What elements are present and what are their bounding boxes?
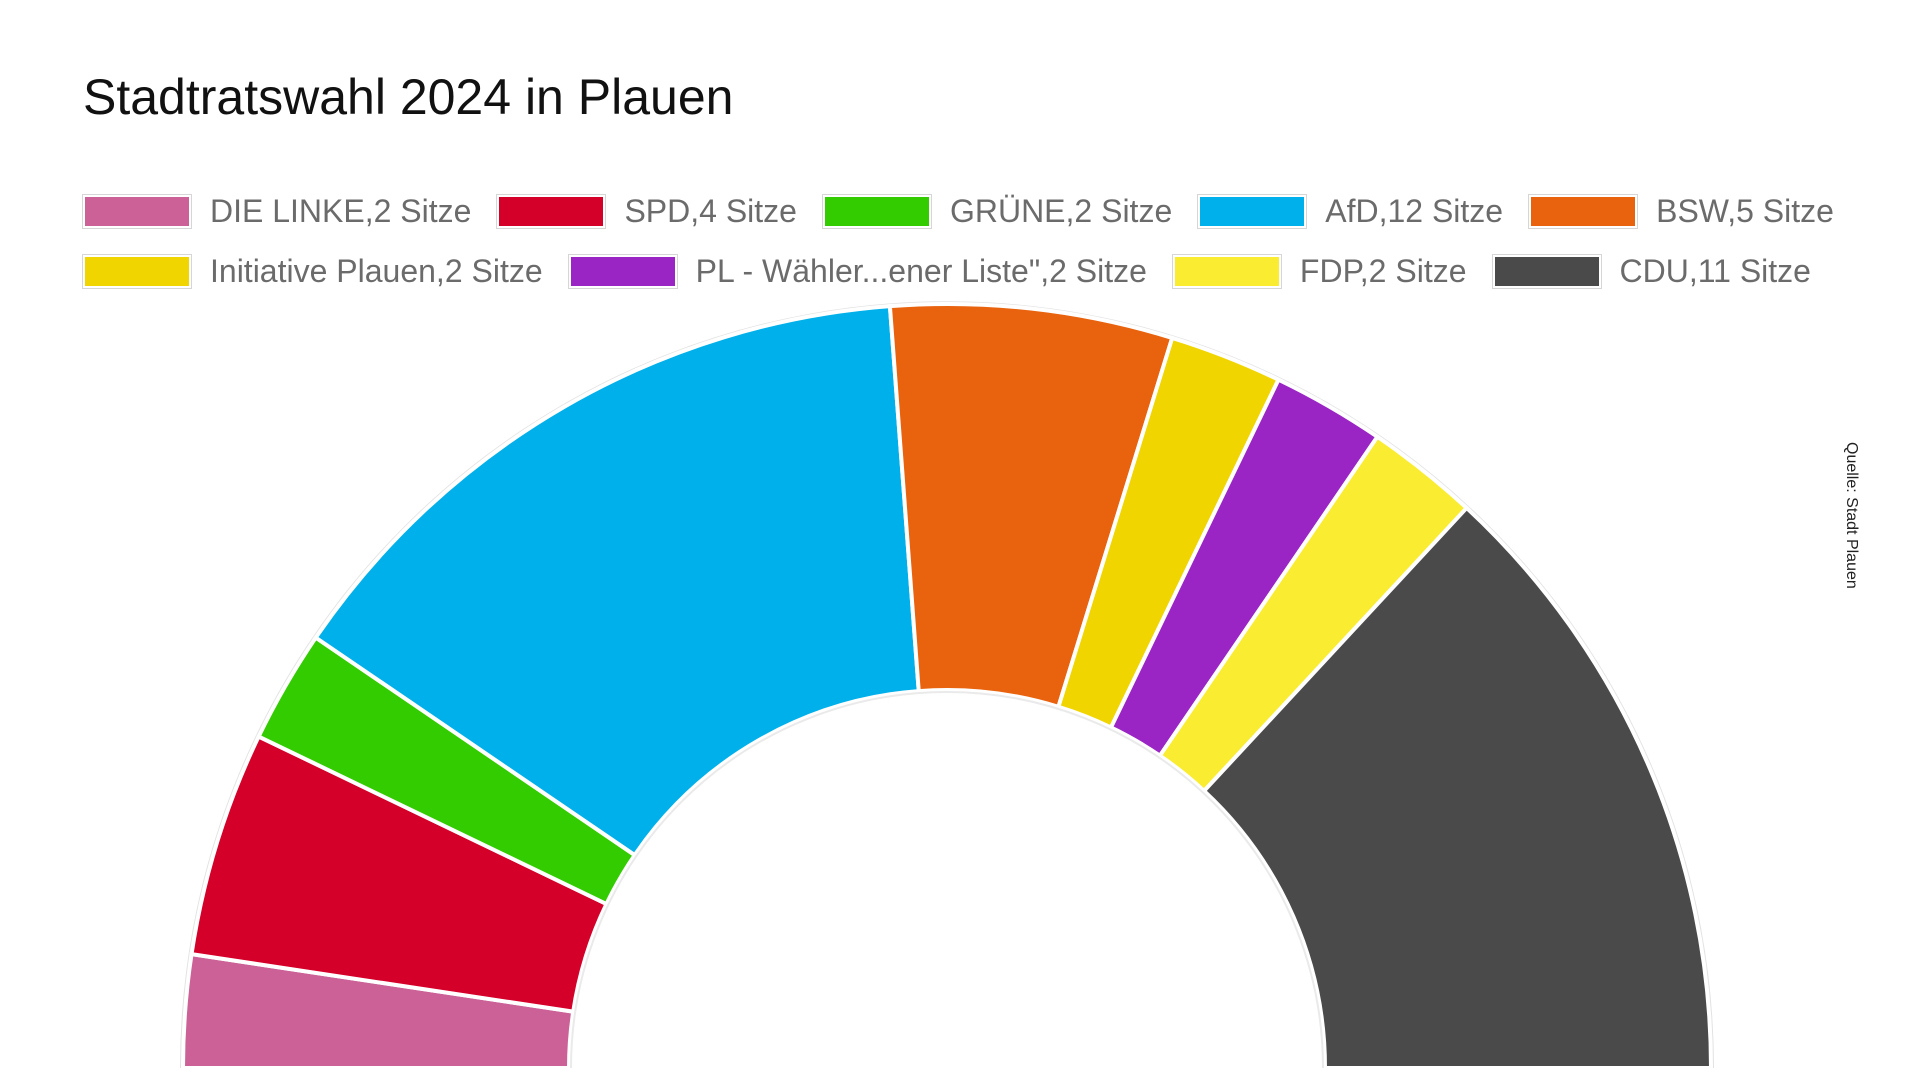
legend-label: CDU,11 Sitze: [1619, 253, 1811, 289]
legend-item[interactable]: CDU,11 Sitze: [1492, 253, 1811, 290]
legend-label: BSW,5 Sitze: [1656, 193, 1834, 229]
legend-row: Initiative Plauen,2 Sitze PL - Wähler...e…: [83, 249, 1873, 294]
legend-swatch: [822, 195, 931, 228]
legend-label: FDP,2 Sitze: [1299, 253, 1467, 289]
legend-label: GRÜNE,2 Sitze: [949, 193, 1173, 229]
chart-inner-outline: [570, 691, 1324, 1069]
legend-item[interactable]: Initiative Plauen,2 Sitze: [83, 253, 543, 290]
legend-label: Initiative Plauen,2 Sitze: [210, 253, 543, 289]
legend-item[interactable]: AfD,12 Sitze: [1198, 193, 1503, 230]
legend-swatch: [83, 195, 191, 228]
legend-item[interactable]: SPD,4 Sitze: [497, 193, 797, 230]
legend-label: DIE LINKE,2 Sitze: [210, 193, 472, 229]
legend-swatch: [568, 255, 677, 288]
legend-item[interactable]: DIE LINKE,2 Sitze: [83, 193, 471, 230]
legend-row: DIE LINKE,2 Sitze SPD,4 Sitze GRÜNE,2 Sitz…: [83, 189, 1873, 234]
legend-item[interactable]: GRÜNE,2 Sitze: [822, 193, 1173, 230]
legend-item[interactable]: PL - Wähler...ener Liste",2 Sitze: [568, 253, 1147, 290]
legend-label: PL - Wähler...ener Liste",2 Sitze: [695, 253, 1147, 289]
legend-swatch: [83, 255, 191, 288]
slice-cdu[interactable]: [1201, 505, 1714, 1070]
legend-label: SPD,4 Sitze: [624, 193, 797, 229]
legend-swatch: [1198, 195, 1307, 228]
slice-afd[interactable]: [312, 303, 921, 858]
legend-item[interactable]: BSW,5 Sitze: [1529, 193, 1834, 230]
chart-title: Stadtratswahl 2024 in Plauen: [83, 69, 734, 125]
legend-swatch: [1172, 255, 1281, 288]
legend-item[interactable]: FDP,2 Sitze: [1172, 253, 1467, 290]
legend-swatch: [1529, 195, 1638, 228]
legend: DIE LINKE,2 Sitze SPD,4 Sitze GRÜNE,2 Sitz…: [83, 189, 1873, 309]
legend-swatch: [497, 195, 606, 228]
legend-label: AfD,12 Sitze: [1325, 193, 1504, 229]
source-note: Quelle: Stadt Plauen: [1843, 442, 1860, 589]
legend-swatch: [1492, 255, 1601, 288]
